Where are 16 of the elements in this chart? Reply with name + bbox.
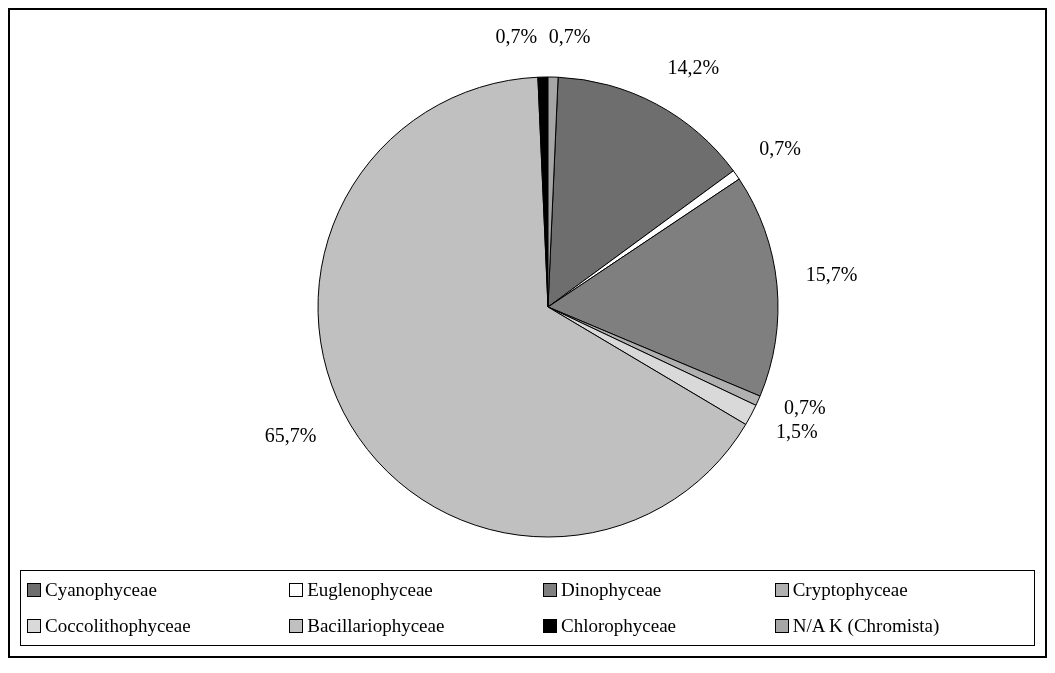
- data-label: 0,7%: [495, 24, 538, 47]
- data-label: 15,7%: [805, 263, 858, 286]
- data-label: 14,2%: [667, 55, 720, 78]
- legend-label: Euglenophyceae: [307, 579, 433, 601]
- legend-label: Cyanophyceae: [45, 579, 157, 601]
- data-label: 1,5%: [776, 420, 818, 443]
- legend-label: Bacillariophyceae: [307, 615, 445, 637]
- legend-label: Dinophyceae: [561, 579, 662, 601]
- data-label: 0,7%: [784, 396, 826, 419]
- legend-label: Cryptophyceae: [792, 579, 908, 601]
- legend-label: Chlorophyceae: [561, 615, 677, 637]
- data-label: 0,7%: [759, 137, 801, 159]
- legend-label: N/A K (Chromista): [792, 615, 940, 637]
- legend-label: Coccolithophyceae: [45, 615, 191, 637]
- data-label: 0,7%: [548, 24, 591, 47]
- data-label: 65,7%: [264, 424, 317, 447]
